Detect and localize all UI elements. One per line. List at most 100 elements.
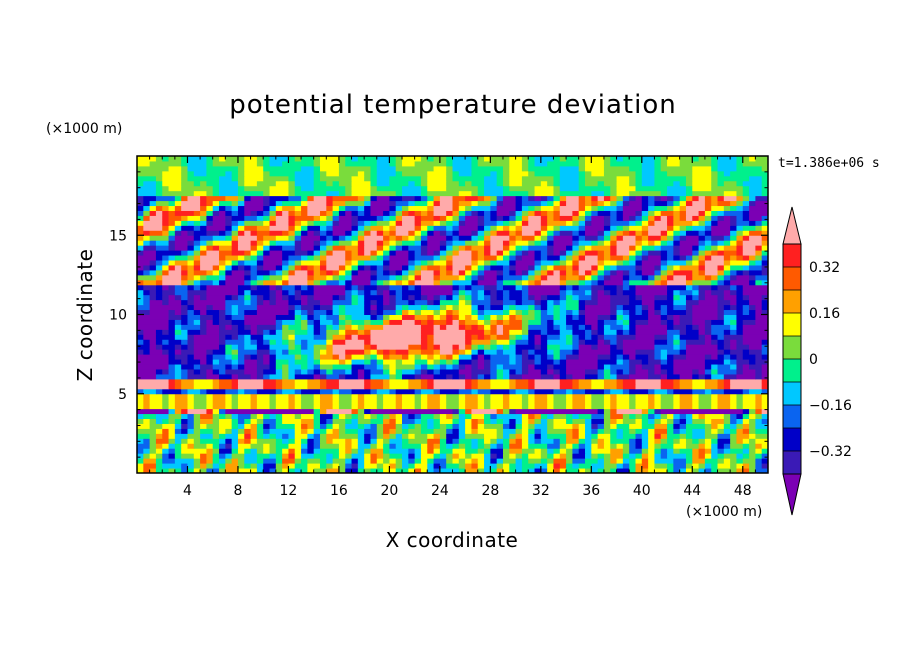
field-cell bbox=[162, 205, 170, 211]
field-cell bbox=[490, 364, 498, 370]
field-cell bbox=[143, 438, 151, 444]
field-cell bbox=[301, 354, 308, 360]
field-cell bbox=[162, 458, 176, 464]
field-cell bbox=[610, 393, 618, 400]
field-cell bbox=[452, 205, 460, 211]
field-cell bbox=[458, 235, 472, 241]
field-cell bbox=[711, 418, 725, 424]
field-cell bbox=[383, 368, 390, 375]
field-cell bbox=[667, 428, 674, 434]
field-cell bbox=[263, 165, 302, 172]
field-cell bbox=[528, 220, 542, 226]
field-cell bbox=[389, 349, 397, 355]
x-tick-label: 20 bbox=[380, 483, 398, 499]
field-cell bbox=[307, 443, 315, 449]
field-cell bbox=[332, 428, 340, 434]
field-cell bbox=[313, 349, 321, 355]
field-cell bbox=[174, 260, 188, 266]
field-cell bbox=[439, 423, 447, 429]
field-cell bbox=[137, 314, 170, 320]
field-cell bbox=[357, 264, 365, 271]
field-cell bbox=[515, 418, 523, 424]
field-cell bbox=[521, 289, 529, 296]
field-cell bbox=[698, 245, 706, 251]
field-cell bbox=[357, 324, 365, 330]
field-cell bbox=[364, 408, 371, 415]
field-cell bbox=[420, 428, 435, 434]
field-cell bbox=[181, 339, 188, 345]
field-cell bbox=[591, 334, 599, 340]
field-cell bbox=[256, 269, 271, 276]
field-cell bbox=[395, 240, 403, 246]
field-cell bbox=[673, 344, 681, 350]
field-cell bbox=[383, 240, 390, 246]
field-cell bbox=[749, 269, 763, 276]
field-cell bbox=[761, 403, 768, 410]
field-cell bbox=[326, 250, 334, 256]
field-cell bbox=[616, 269, 624, 276]
field-cell bbox=[553, 180, 561, 187]
field-cell bbox=[155, 289, 163, 296]
field-cell bbox=[496, 453, 504, 459]
field-cell bbox=[717, 403, 731, 410]
field-cell bbox=[364, 289, 371, 296]
field-cell bbox=[477, 235, 485, 241]
field-cell bbox=[364, 413, 371, 420]
colorbar-band bbox=[783, 267, 801, 290]
field-cell bbox=[528, 383, 536, 390]
field-cell bbox=[256, 468, 264, 473]
field-cell bbox=[749, 344, 763, 350]
field-cell bbox=[162, 175, 182, 182]
field-cell bbox=[206, 170, 226, 177]
field-cell bbox=[143, 334, 157, 340]
field-cell bbox=[585, 269, 592, 276]
field-cell bbox=[250, 294, 258, 301]
field-cell bbox=[137, 274, 157, 281]
field-cell bbox=[736, 364, 744, 370]
field-cell bbox=[313, 448, 321, 454]
field-cell bbox=[263, 170, 271, 177]
field-cell bbox=[155, 443, 163, 449]
field-cell bbox=[149, 205, 157, 211]
field-cell bbox=[143, 453, 151, 459]
field-cell bbox=[660, 443, 674, 449]
field-cell bbox=[528, 264, 536, 271]
field-cell bbox=[237, 210, 245, 216]
field-cell bbox=[471, 289, 479, 296]
field-cell bbox=[174, 309, 182, 315]
field-cell bbox=[193, 443, 207, 449]
field-cell bbox=[679, 433, 687, 439]
field-cell bbox=[414, 373, 422, 380]
field-cell bbox=[572, 334, 580, 340]
field-cell bbox=[181, 468, 188, 473]
field-cell bbox=[187, 413, 195, 420]
field-cell bbox=[351, 180, 371, 187]
field-cell bbox=[282, 468, 289, 473]
field-cell bbox=[307, 220, 315, 226]
field-cell bbox=[547, 215, 554, 221]
field-cell bbox=[282, 250, 296, 256]
field-cell bbox=[730, 428, 737, 434]
field-cell bbox=[553, 393, 567, 400]
field-cell bbox=[326, 378, 340, 385]
field-cell bbox=[761, 463, 768, 469]
field-cell bbox=[496, 344, 504, 350]
field-cell bbox=[521, 403, 529, 410]
field-cell bbox=[244, 448, 252, 454]
field-cell bbox=[446, 423, 453, 429]
field-cell bbox=[502, 175, 510, 182]
field-cell bbox=[307, 200, 327, 207]
field-cell bbox=[622, 210, 636, 216]
field-cell bbox=[351, 215, 359, 221]
field-cell bbox=[395, 388, 416, 395]
field-cell bbox=[345, 250, 353, 256]
field-cell bbox=[736, 309, 744, 315]
field-cell bbox=[654, 156, 662, 162]
field-cell bbox=[225, 156, 245, 162]
field-cell bbox=[206, 165, 239, 172]
field-cell bbox=[414, 274, 422, 281]
field-cell bbox=[755, 260, 763, 266]
field-cell bbox=[616, 185, 636, 192]
field-cell bbox=[742, 418, 750, 424]
field-cell bbox=[269, 373, 283, 380]
